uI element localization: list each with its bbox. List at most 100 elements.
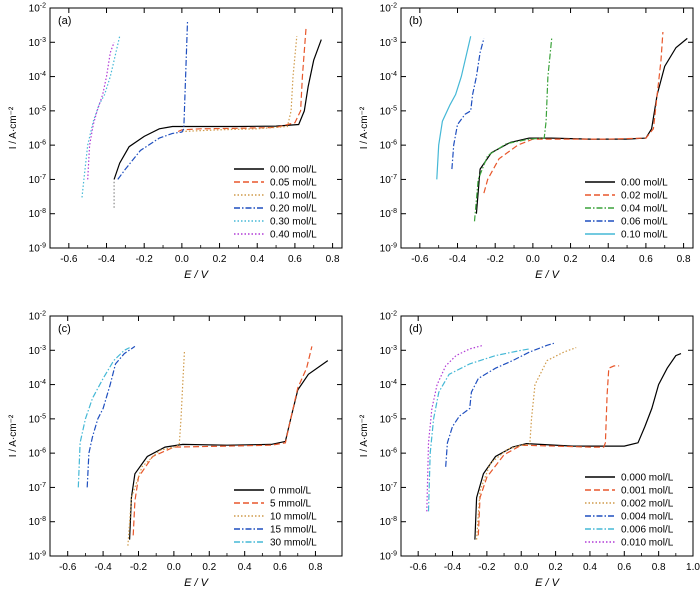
y-tick-label: 10-8 [29,516,46,528]
x-tick-label: 0.0 [175,254,189,265]
series-line [177,25,307,133]
panel-label: (d) [409,323,422,335]
y-tick-label: 10-3 [29,345,46,357]
plot-frame [49,7,343,249]
y-tick-label: 10-2 [29,311,46,323]
x-tick-label: 0.8 [326,254,340,265]
x-tick-label: 0.0 [514,562,528,573]
y-tick-label: 10-7 [380,482,397,494]
x-tick-label: 0.6 [288,254,302,265]
panel-1: -0.6 -0.4 -0.2 0.0 0.2 0.4 0.6 0.8 10-9 10-8 10-7 1… [8,3,343,281]
x-axis-label: E / V [184,577,210,589]
series-line [474,353,682,540]
x-tick-label: -0.6 [411,254,429,265]
legend-label: 0.000 mol/L [621,473,674,484]
x-tick-label: -0.4 [98,254,116,265]
y-tick-label: 10-3 [380,345,397,357]
legend-label: 30 mmol/L [270,538,317,549]
legend-label: 0.40 mol/L [270,230,317,241]
y-tick-label: 10-7 [380,174,397,186]
legend-label: 0.006 mol/L [621,525,674,536]
x-tick-label: -0.4 [449,254,467,265]
y-axis-label: I / A·cm⁻² [8,414,19,457]
panel-4: -0.6 -0.4 -0.2 0.0 0.2 0.4 0.6 0.8 1.0 10-9 10-8 10… [359,311,700,590]
series-line [117,21,189,180]
legend-label: 0.002 mol/L [621,499,674,510]
x-tick-label: -0.2 [136,254,154,265]
legend-label: 0.04 mol/L [621,204,668,215]
x-axis-label: E / V [535,577,561,589]
legend-label: 0.20 mol/L [270,204,317,215]
x-tick-label: 0.6 [617,562,631,573]
series-line [113,39,322,180]
plot-frame [49,315,343,557]
x-tick-label: 0.2 [202,562,216,573]
series-line [127,350,186,546]
legend-label: 15 mmol/L [270,525,317,536]
y-tick-label: 10-9 [29,551,46,563]
x-tick-label: -0.2 [478,562,496,573]
x-axis-label: E / V [535,269,561,281]
legend-label: 0.30 mol/L [270,217,317,228]
y-tick-label: 10-8 [380,516,397,528]
legend-label: 0.00 mol/L [621,178,668,189]
series-line [77,347,130,488]
y-tick-label: 10-6 [29,140,46,152]
series-line [475,37,688,214]
legend-label: 0.06 mol/L [621,217,668,228]
series-line [473,38,553,222]
x-tick-label: 0.8 [677,254,691,265]
y-tick-label: 10-8 [29,208,46,220]
y-tick-label: 10-9 [29,243,46,255]
legend-label: 0.00 mol/L [270,165,317,176]
x-tick-label: 0.6 [639,254,653,265]
y-tick-label: 10-4 [29,71,46,83]
y-tick-label: 10-7 [29,482,46,494]
x-tick-label: 0.0 [167,562,181,573]
x-tick-label: -0.6 [59,562,77,573]
y-tick-label: 10-5 [29,413,46,425]
series-line [476,347,577,540]
y-tick-label: 10-6 [29,448,46,460]
series-line [86,345,136,488]
x-tick-label: 0.4 [601,254,615,265]
y-tick-label: 10-5 [380,413,397,425]
y-tick-label: 10-3 [380,37,397,49]
panel-label: (b) [409,15,422,27]
y-tick-label: 10-2 [380,311,397,323]
x-tick-label: 0.4 [238,562,252,573]
y-tick-label: 10-3 [29,37,46,49]
panel-3: -0.6 -0.4 -0.2 0.0 0.2 0.4 0.6 0.8 10-9 10-8 10-7 1… [8,311,343,589]
legend-label: 0.10 mol/L [621,230,668,241]
series-line [483,31,664,194]
legend-label: 0 mmol/L [270,486,312,497]
legend-label: 0.02 mol/L [621,191,668,202]
x-tick-label: 0.2 [564,254,578,265]
x-tick-label: 0.8 [309,562,323,573]
plot-frame [400,7,694,249]
panel-label: (a) [58,15,71,27]
series-line [81,36,121,198]
x-tick-label: -0.6 [410,562,428,573]
y-tick-label: 10-2 [29,3,46,15]
y-tick-label: 10-5 [29,105,46,117]
series-line [445,342,555,467]
legend-label: 5 mmol/L [270,499,312,510]
panel-2: -0.6 -0.4 -0.2 0.0 0.2 0.4 0.6 0.8 10-9 10-8 10-7 1… [359,3,694,281]
panel-label: (c) [58,323,71,335]
legend-label: 0.010 mol/L [621,538,674,549]
x-tick-label: -0.6 [60,254,78,265]
y-tick-label: 10-4 [29,379,46,391]
x-tick-label: -0.4 [94,562,112,573]
y-tick-label: 10-5 [380,105,397,117]
y-axis-label: I / A·cm⁻² [8,106,19,149]
legend-label: 0.004 mol/L [621,512,674,523]
series-line [181,36,298,133]
x-tick-label: 1.0 [686,562,700,573]
y-tick-label: 10-8 [380,208,397,220]
y-tick-label: 10-9 [380,551,397,563]
x-tick-label: 0.4 [583,562,597,573]
legend-label: 0.05 mol/L [270,178,317,189]
legend-label: 10 mmol/L [270,512,317,523]
